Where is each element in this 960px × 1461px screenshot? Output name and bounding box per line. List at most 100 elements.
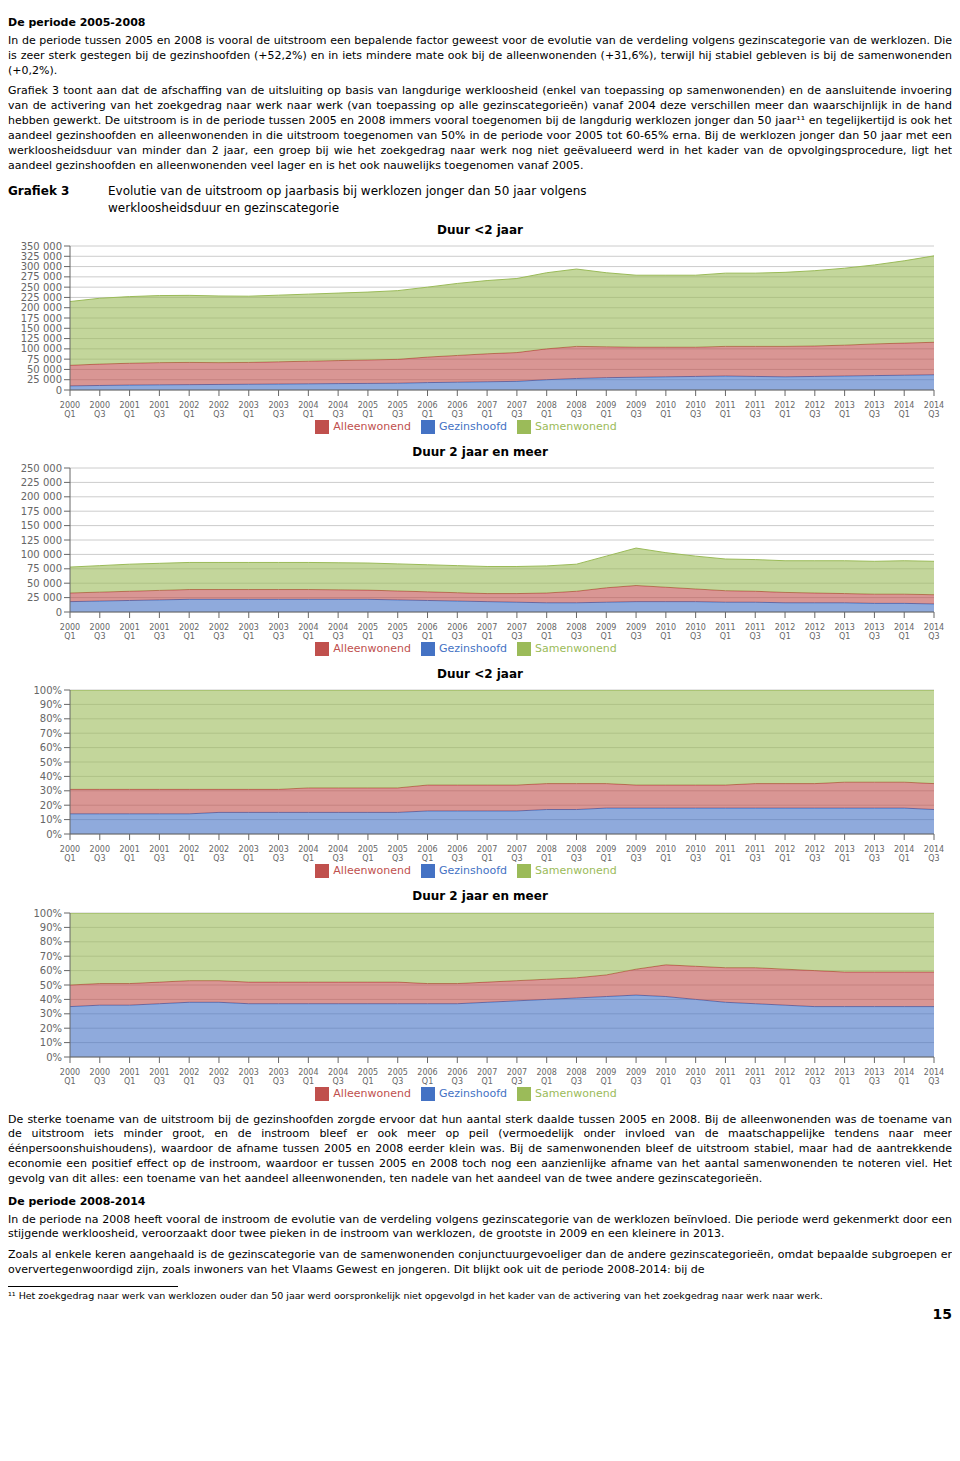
- svg-text:30%: 30%: [40, 786, 62, 797]
- svg-text:2013Q1: 2013Q1: [834, 845, 854, 863]
- svg-text:70%: 70%: [40, 728, 62, 739]
- svg-text:2003Q3: 2003Q3: [268, 845, 288, 863]
- svg-text:2004Q1: 2004Q1: [298, 401, 318, 419]
- svg-text:2003Q3: 2003Q3: [268, 623, 288, 641]
- svg-text:80%: 80%: [40, 714, 62, 725]
- svg-text:50%: 50%: [40, 757, 62, 768]
- svg-text:2010Q1: 2010Q1: [656, 623, 676, 641]
- svg-text:100%: 100%: [33, 685, 62, 696]
- svg-text:225 000: 225 000: [21, 477, 62, 488]
- svg-text:2012Q3: 2012Q3: [805, 845, 825, 863]
- svg-text:2008Q3: 2008Q3: [566, 623, 586, 641]
- svg-text:2001Q1: 2001Q1: [119, 1068, 139, 1086]
- svg-text:25 000: 25 000: [27, 592, 62, 603]
- svg-text:2014Q1: 2014Q1: [894, 401, 914, 419]
- svg-text:2008Q3: 2008Q3: [566, 401, 586, 419]
- svg-text:2007Q1: 2007Q1: [477, 401, 497, 419]
- svg-text:2009Q3: 2009Q3: [626, 1068, 646, 1086]
- svg-text:2011Q1: 2011Q1: [715, 623, 735, 641]
- svg-text:2013Q1: 2013Q1: [834, 1068, 854, 1086]
- svg-text:2005Q3: 2005Q3: [388, 845, 408, 863]
- svg-text:0: 0: [56, 385, 62, 396]
- svg-text:2012Q1: 2012Q1: [775, 1068, 795, 1086]
- svg-text:2006Q3: 2006Q3: [447, 845, 467, 863]
- svg-text:2008Q1: 2008Q1: [537, 1068, 557, 1086]
- svg-text:2000Q1: 2000Q1: [60, 401, 80, 419]
- svg-text:300 000: 300 000: [21, 261, 62, 272]
- svg-text:2005Q1: 2005Q1: [358, 845, 378, 863]
- svg-text:2014Q1: 2014Q1: [894, 1068, 914, 1086]
- svg-text:2013Q3: 2013Q3: [864, 1068, 884, 1086]
- svg-text:2014Q3: 2014Q3: [924, 845, 944, 863]
- svg-text:2006Q1: 2006Q1: [417, 623, 437, 641]
- svg-text:2008Q3: 2008Q3: [566, 845, 586, 863]
- svg-text:2009Q3: 2009Q3: [626, 845, 646, 863]
- svg-text:2012Q3: 2012Q3: [805, 401, 825, 419]
- svg-text:2002Q1: 2002Q1: [179, 623, 199, 641]
- svg-text:2009Q1: 2009Q1: [596, 1068, 616, 1086]
- svg-text:2006Q1: 2006Q1: [417, 845, 437, 863]
- svg-text:2007Q3: 2007Q3: [507, 845, 527, 863]
- svg-text:2003Q1: 2003Q1: [239, 1068, 259, 1086]
- svg-text:2005Q1: 2005Q1: [358, 623, 378, 641]
- svg-text:10%: 10%: [40, 1037, 62, 1048]
- svg-text:2004Q3: 2004Q3: [328, 1068, 348, 1086]
- svg-text:2001Q1: 2001Q1: [119, 845, 139, 863]
- svg-text:2007Q1: 2007Q1: [477, 845, 497, 863]
- svg-text:0%: 0%: [46, 1051, 62, 1062]
- svg-text:2006Q3: 2006Q3: [447, 401, 467, 419]
- svg-text:2014Q3: 2014Q3: [924, 1068, 944, 1086]
- svg-text:2010Q3: 2010Q3: [685, 401, 705, 419]
- svg-text:2013Q3: 2013Q3: [864, 401, 884, 419]
- svg-text:30%: 30%: [40, 1008, 62, 1019]
- svg-text:50 000: 50 000: [27, 578, 62, 589]
- svg-text:2008Q1: 2008Q1: [537, 401, 557, 419]
- svg-text:2013Q3: 2013Q3: [864, 845, 884, 863]
- svg-text:2004Q1: 2004Q1: [298, 1068, 318, 1086]
- svg-text:40%: 40%: [40, 771, 62, 782]
- svg-text:2006Q3: 2006Q3: [447, 623, 467, 641]
- svg-text:2003Q1: 2003Q1: [239, 623, 259, 641]
- svg-text:200 000: 200 000: [21, 302, 62, 313]
- svg-text:2004Q3: 2004Q3: [328, 401, 348, 419]
- svg-text:2004Q3: 2004Q3: [328, 845, 348, 863]
- svg-text:2003Q1: 2003Q1: [239, 401, 259, 419]
- svg-text:2007Q1: 2007Q1: [477, 1068, 497, 1086]
- svg-text:2004Q1: 2004Q1: [298, 623, 318, 641]
- svg-text:50%: 50%: [40, 979, 62, 990]
- svg-text:40%: 40%: [40, 994, 62, 1005]
- svg-text:2008Q1: 2008Q1: [537, 623, 557, 641]
- svg-text:2005Q1: 2005Q1: [358, 1068, 378, 1086]
- svg-text:90%: 90%: [40, 922, 62, 933]
- svg-text:2000Q3: 2000Q3: [90, 1068, 110, 1086]
- svg-text:2011Q1: 2011Q1: [715, 401, 735, 419]
- svg-text:125 000: 125 000: [21, 333, 62, 344]
- svg-text:2009Q3: 2009Q3: [626, 401, 646, 419]
- svg-text:2006Q3: 2006Q3: [447, 1068, 467, 1086]
- svg-text:60%: 60%: [40, 965, 62, 976]
- svg-text:25 000: 25 000: [27, 374, 62, 385]
- svg-text:2001Q1: 2001Q1: [119, 401, 139, 419]
- svg-text:50 000: 50 000: [27, 364, 62, 375]
- svg-text:2007Q1: 2007Q1: [477, 623, 497, 641]
- svg-text:2002Q3: 2002Q3: [209, 401, 229, 419]
- svg-text:80%: 80%: [40, 936, 62, 947]
- svg-text:2011Q1: 2011Q1: [715, 1068, 735, 1086]
- svg-text:2012Q1: 2012Q1: [775, 845, 795, 863]
- svg-text:10%: 10%: [40, 815, 62, 826]
- svg-text:2003Q1: 2003Q1: [239, 845, 259, 863]
- svg-text:175 000: 175 000: [21, 313, 62, 324]
- svg-text:2014Q3: 2014Q3: [924, 401, 944, 419]
- svg-text:2002Q1: 2002Q1: [179, 845, 199, 863]
- svg-text:2010Q1: 2010Q1: [656, 1068, 676, 1086]
- svg-text:2005Q3: 2005Q3: [388, 623, 408, 641]
- svg-text:2002Q3: 2002Q3: [209, 845, 229, 863]
- svg-text:2008Q3: 2008Q3: [566, 1068, 586, 1086]
- svg-text:2009Q3: 2009Q3: [626, 623, 646, 641]
- svg-text:2001Q3: 2001Q3: [149, 401, 169, 419]
- svg-text:2000Q3: 2000Q3: [90, 623, 110, 641]
- svg-text:125 000: 125 000: [21, 535, 62, 546]
- svg-text:2011Q3: 2011Q3: [745, 1068, 765, 1086]
- svg-text:2005Q1: 2005Q1: [358, 401, 378, 419]
- svg-text:275 000: 275 000: [21, 271, 62, 282]
